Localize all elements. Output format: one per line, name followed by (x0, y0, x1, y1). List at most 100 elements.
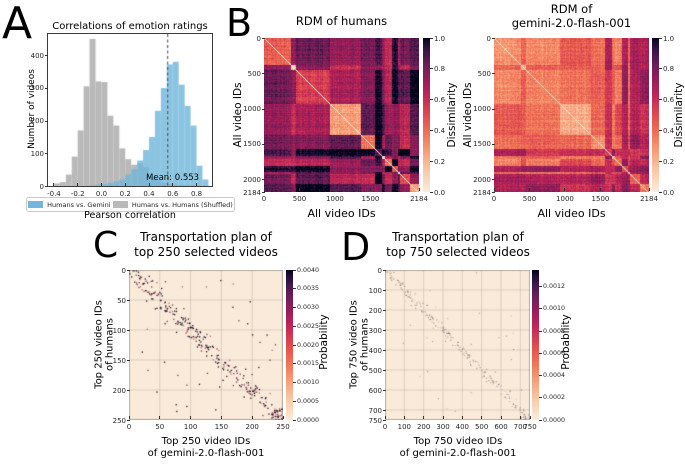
colorbar-tick-label: 0.0030 (297, 304, 320, 311)
y-tick-label: 500 (247, 69, 261, 78)
colorbar-tick-mark (293, 344, 296, 346)
y-tick-label: 100 (30, 149, 44, 158)
colorbar-tick-label: 0.4 (434, 126, 446, 135)
y-tick-label: 1000 (243, 105, 261, 113)
y-tick-label: 1500 (243, 140, 261, 149)
panel-a-label: A (2, 0, 33, 49)
y-tick-label: 100 (112, 326, 126, 335)
colorbar-tick-mark (539, 375, 542, 377)
x-tick-mark (500, 416, 502, 419)
y-tick-mark (492, 179, 495, 181)
rdm-humans-colorbar (423, 38, 430, 192)
colorbar-tick-mark (430, 129, 433, 131)
colorbar-tick-mark (539, 286, 542, 288)
legend-swatch-gray (112, 201, 128, 208)
colorbar-tick-mark (293, 382, 296, 383)
y-tick-label: 2184 (473, 188, 491, 197)
x-tick-mark (159, 416, 161, 419)
x-tick-label: 700 (513, 423, 528, 431)
x-tick-mark (442, 416, 444, 419)
x-tick-label: 250 (276, 423, 290, 431)
colorbar-tick-mark (659, 68, 662, 70)
colorbar-tick-mark (659, 99, 662, 101)
x-tick-mark (100, 183, 102, 186)
colorbar-tick-label: 0.0002 (543, 394, 566, 402)
tp250-plot (129, 270, 283, 420)
colorbar-tick-mark (293, 419, 296, 421)
colorbar-tick-label: 0.2 (663, 157, 675, 166)
x-tick-mark (369, 188, 371, 191)
y-tick-label: 400 (30, 51, 44, 60)
tp250-xlabel-line2: of gemini-2.0-flash-001 (147, 448, 265, 459)
x-tick-label: 0.2 (119, 190, 131, 198)
y-tick-label: 600 (368, 386, 382, 395)
colorbar-tick-mark (293, 325, 296, 327)
y-tick-mark (383, 390, 386, 391)
y-tick-label: 1500 (473, 140, 491, 149)
colorbar-tick-mark (430, 37, 433, 39)
y-tick-mark (45, 186, 48, 187)
x-tick-mark (648, 188, 650, 191)
rdm-gemini-heatmap (494, 38, 649, 192)
tp250-xlabel-line1: Top 250 video IDs (161, 436, 251, 447)
colorbar-tick-mark (293, 269, 296, 271)
y-tick-label: 300 (30, 84, 44, 93)
x-tick-label: 50 (155, 423, 165, 431)
x-tick-label: 500 (522, 195, 537, 203)
x-tick-label: 500 (474, 423, 489, 431)
x-tick-label: 1000 (556, 195, 574, 203)
x-tick-mark (599, 188, 601, 191)
y-tick-mark (383, 420, 386, 421)
colorbar-tick-mark (659, 191, 662, 193)
colorbar-tick-label: 0.0008 (543, 327, 566, 335)
rdm-gemini-colorbar-label: Dissimilarity (673, 82, 685, 148)
colorbar-tick-label: 0.0010 (297, 379, 320, 386)
y-tick-mark (492, 143, 495, 145)
colorbar-tick-mark (293, 400, 296, 402)
colorbar-tick-label: 0.0 (434, 188, 446, 197)
x-tick-mark (298, 188, 300, 191)
legend-label-gemini: Humans vs. Gemini (47, 200, 111, 209)
x-tick-mark (148, 183, 150, 186)
y-tick-mark (383, 330, 386, 331)
y-tick-label: 150 (112, 356, 126, 365)
x-tick-mark (481, 416, 483, 419)
panel-c-label: C (93, 225, 119, 266)
tp750-title-line2: top 750 selected videos (386, 245, 530, 259)
x-tick-label: 400 (455, 423, 470, 431)
x-tick-mark (124, 183, 126, 186)
colorbar-tick-mark (293, 288, 296, 290)
colorbar-tick-mark (430, 68, 433, 70)
y-tick-label: 0 (377, 266, 382, 275)
x-tick-mark (529, 416, 531, 419)
x-tick-mark (461, 416, 463, 419)
y-tick-mark (383, 410, 386, 411)
x-tick-label: 300 (436, 423, 450, 431)
x-tick-label: 0 (491, 195, 497, 203)
y-tick-label: 100 (368, 286, 382, 295)
x-tick-mark (403, 416, 405, 419)
y-tick-mark (45, 55, 48, 57)
colorbar-tick-mark (659, 160, 662, 162)
y-tick-mark (383, 310, 386, 311)
x-tick-label: 100 (397, 423, 412, 431)
x-tick-label: 600 (494, 423, 508, 431)
y-tick-mark (127, 360, 130, 361)
colorbar-tick-mark (659, 129, 662, 131)
tp250-colorbar (286, 270, 293, 420)
rdm-humans-heatmap (264, 38, 419, 192)
colorbar-tick-mark (430, 160, 433, 162)
y-tick-mark (262, 143, 265, 145)
panel-d-label: D (341, 225, 371, 269)
x-tick-mark (384, 416, 386, 419)
y-tick-mark (492, 192, 495, 193)
y-tick-label: 0 (486, 34, 491, 43)
y-tick-mark (262, 192, 265, 193)
colorbar-tick-mark (430, 99, 433, 101)
tp750-plot (385, 270, 530, 420)
y-tick-label: 750 (368, 416, 382, 425)
rdm-humans-xlabel: All video IDs (307, 207, 376, 220)
y-tick-mark (492, 38, 495, 39)
y-tick-mark (383, 270, 386, 271)
x-tick-label: 200 (416, 423, 431, 431)
